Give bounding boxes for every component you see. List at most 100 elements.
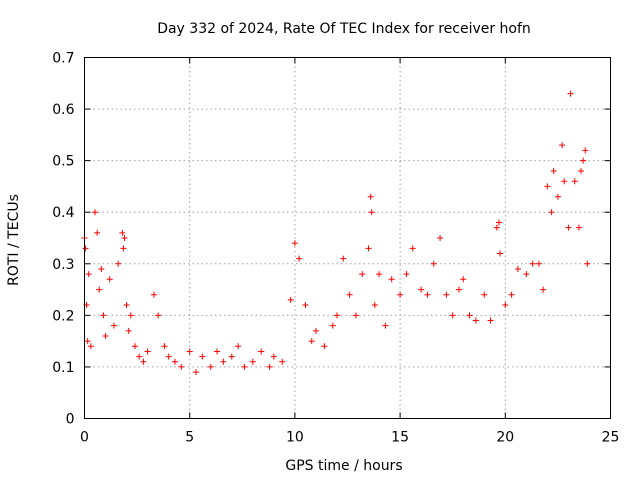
data-point bbox=[106, 276, 113, 283]
x-tick-label: 0 bbox=[80, 430, 89, 446]
data-point bbox=[554, 193, 561, 200]
data-point bbox=[296, 255, 303, 262]
data-point bbox=[102, 332, 109, 339]
data-point bbox=[561, 178, 568, 185]
data-point bbox=[460, 276, 467, 283]
data-point bbox=[481, 291, 488, 298]
data-point bbox=[140, 358, 147, 365]
data-point bbox=[235, 343, 242, 350]
data-point bbox=[98, 265, 105, 272]
plot-frame bbox=[84, 57, 611, 419]
y-tick-label: 0.2 bbox=[52, 308, 74, 324]
data-point bbox=[84, 338, 91, 345]
y-tick-label: 0.4 bbox=[52, 205, 74, 221]
data-point bbox=[584, 260, 591, 267]
data-point bbox=[186, 348, 193, 355]
data-point bbox=[368, 209, 375, 216]
data-point bbox=[279, 358, 286, 365]
data-point bbox=[359, 271, 366, 278]
data-point bbox=[121, 235, 128, 241]
data-point bbox=[352, 312, 359, 319]
data-point bbox=[249, 358, 256, 365]
data-point bbox=[228, 353, 235, 360]
y-tick-label: 0 bbox=[66, 412, 75, 428]
data-point bbox=[575, 224, 582, 231]
data-point bbox=[207, 363, 214, 370]
data-point bbox=[544, 183, 551, 190]
data-point bbox=[493, 224, 500, 231]
data-point bbox=[123, 302, 130, 309]
data-point bbox=[376, 271, 383, 278]
y-tick-label: 0.6 bbox=[52, 102, 74, 118]
data-point bbox=[382, 322, 389, 329]
data-point bbox=[333, 312, 340, 319]
data-point bbox=[258, 348, 265, 355]
data-point bbox=[270, 353, 277, 360]
y-tick-label: 0.5 bbox=[52, 154, 74, 170]
data-point bbox=[487, 317, 494, 324]
data-point bbox=[508, 291, 515, 298]
data-point bbox=[365, 245, 372, 252]
data-point bbox=[150, 291, 157, 298]
data-point bbox=[302, 302, 309, 309]
data-point bbox=[502, 302, 509, 309]
data-point bbox=[308, 338, 315, 345]
y-tick-label: 0.1 bbox=[52, 360, 74, 376]
y-tick-label: 0.7 bbox=[52, 51, 74, 67]
data-point bbox=[388, 276, 395, 283]
x-tick-label: 10 bbox=[286, 430, 304, 446]
x-tick-label: 5 bbox=[185, 430, 194, 446]
data-point bbox=[437, 235, 444, 241]
data-point bbox=[85, 271, 92, 278]
data-point bbox=[567, 90, 574, 97]
data-point bbox=[582, 147, 589, 154]
data-point bbox=[424, 291, 431, 298]
x-tick-label: 25 bbox=[602, 430, 620, 446]
x-tick-label: 15 bbox=[391, 430, 409, 446]
data-point bbox=[220, 358, 227, 365]
data-point bbox=[418, 286, 425, 293]
data-point bbox=[403, 271, 410, 278]
data-point bbox=[136, 353, 143, 360]
data-point bbox=[291, 240, 298, 247]
x-axis-ticks: 0 5 10 15 20 25 bbox=[80, 57, 620, 446]
data-point bbox=[497, 250, 504, 257]
data-point bbox=[131, 343, 138, 350]
data-point bbox=[443, 291, 450, 298]
data-point bbox=[241, 363, 248, 370]
data-point bbox=[529, 260, 536, 267]
data-point bbox=[266, 363, 273, 370]
x-axis-label: GPS time / hours bbox=[285, 458, 402, 474]
data-point bbox=[367, 193, 374, 200]
data-point bbox=[125, 327, 132, 334]
x-tick-label: 20 bbox=[496, 430, 514, 446]
y-axis-ticks: 0 0.1 0.2 0.3 0.4 0.5 0.6 0.7 bbox=[52, 51, 611, 428]
data-point bbox=[144, 348, 151, 355]
data-point bbox=[199, 353, 206, 360]
data-point bbox=[127, 312, 134, 319]
y-axis-label: ROTI / TECUs bbox=[6, 194, 22, 286]
data-point bbox=[87, 343, 94, 350]
data-point bbox=[115, 260, 122, 267]
data-point bbox=[165, 353, 172, 360]
data-point bbox=[94, 229, 101, 236]
data-point bbox=[472, 317, 479, 324]
data-point bbox=[193, 369, 200, 376]
data-point bbox=[580, 157, 587, 164]
data-point bbox=[155, 312, 162, 319]
data-point bbox=[329, 322, 336, 329]
data-point bbox=[340, 255, 347, 262]
data-point bbox=[110, 322, 117, 329]
data-point bbox=[287, 296, 294, 303]
data-point bbox=[171, 358, 178, 365]
data-point bbox=[92, 209, 99, 216]
data-point bbox=[312, 327, 319, 334]
data-point bbox=[430, 260, 437, 267]
data-point bbox=[100, 312, 107, 319]
data-point bbox=[409, 245, 416, 252]
data-point bbox=[321, 343, 328, 350]
grid-lines bbox=[84, 57, 611, 419]
data-point bbox=[540, 286, 547, 293]
data-point bbox=[514, 265, 521, 272]
data-point bbox=[565, 224, 572, 231]
